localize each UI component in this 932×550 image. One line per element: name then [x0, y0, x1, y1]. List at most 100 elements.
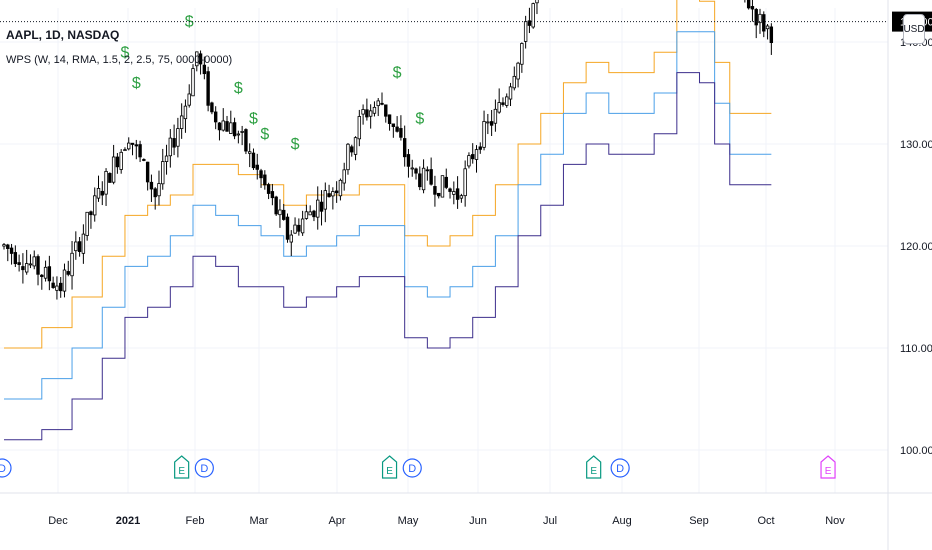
candle-body — [520, 43, 524, 65]
candle-body — [145, 161, 150, 183]
candle-body — [195, 51, 199, 67]
dollar-signal-marker: $ — [260, 126, 269, 143]
earnings-marker-label: E — [590, 466, 597, 477]
earnings-marker — [174, 455, 190, 479]
x-tick-label: Jun — [469, 515, 487, 527]
candle-body — [77, 241, 82, 252]
candle-body — [51, 282, 55, 288]
candle-body — [452, 191, 456, 195]
candle-body — [338, 179, 343, 197]
candle-body — [750, 6, 755, 10]
candle-body — [308, 211, 312, 216]
candle-body — [96, 188, 101, 199]
candle-body — [489, 121, 494, 126]
candle-body — [104, 171, 108, 195]
candle-body — [300, 218, 305, 234]
y-tick-label: 120.00 — [900, 241, 932, 253]
dollar-signal-marker: $ — [185, 14, 194, 31]
candle-body — [471, 154, 475, 160]
candle-body — [467, 155, 471, 167]
x-tick-label: Dec — [48, 515, 68, 527]
dividend-marker — [402, 458, 422, 478]
candle-body — [127, 142, 131, 150]
candle-body — [361, 109, 365, 115]
y-tick-label: 110.00 — [900, 343, 932, 355]
candle-body — [85, 211, 89, 236]
y-tick-label: 130.00 — [900, 139, 932, 151]
candle-body — [758, 13, 762, 24]
candle-body — [282, 209, 286, 220]
candle-body — [36, 256, 40, 275]
candle-body — [149, 181, 154, 190]
candle-body — [754, 9, 758, 26]
dividend-marker — [194, 458, 214, 478]
dividend-marker-label: D — [200, 463, 208, 475]
candle-body — [70, 252, 74, 277]
candle-body — [89, 211, 93, 216]
x-tick-label: Aug — [612, 515, 632, 527]
candle-body — [111, 156, 116, 183]
candle-body — [43, 266, 48, 279]
band-orange-line — [4, 0, 772, 349]
indicator-legend[interactable]: WPS (W, 14, RMA, 1.5, 2, 2.5, 75, 0000-0… — [6, 54, 233, 66]
x-tick-label: May — [398, 515, 419, 527]
candle-body — [425, 169, 430, 172]
candle-body — [353, 137, 358, 155]
candle-body — [263, 174, 267, 186]
candle-body — [55, 285, 59, 291]
candle-body — [357, 116, 362, 140]
earnings-marker-label: E — [178, 466, 185, 477]
candle-body — [433, 186, 437, 195]
band-blue-line — [4, 31, 772, 400]
candle-body — [505, 96, 509, 106]
candle-body — [266, 184, 271, 194]
candle-body — [28, 263, 33, 266]
candle-body — [512, 75, 516, 89]
candle-body — [323, 190, 327, 210]
dollar-signal-marker: $ — [249, 111, 258, 128]
candle-body — [421, 167, 426, 191]
candle-body — [535, 0, 539, 4]
candle-body — [240, 130, 244, 133]
candle-body — [251, 152, 256, 169]
candle-body — [225, 121, 229, 132]
candle-body — [236, 133, 241, 136]
candle-body — [244, 129, 248, 152]
candle-body — [108, 173, 112, 183]
candle-body — [440, 175, 445, 198]
candle-body — [482, 121, 486, 148]
symbol-title: AAPL, 1D, NASDAQ — [6, 28, 120, 42]
dollar-signal-marker: $ — [291, 136, 300, 153]
candle-body — [391, 123, 396, 127]
candle-body — [164, 155, 169, 162]
candle-body — [406, 154, 411, 167]
candle-body — [297, 224, 301, 232]
candle-body — [221, 120, 225, 131]
dollar-signal-marker: $ — [121, 44, 130, 61]
candle-body — [161, 161, 165, 185]
candle-body — [410, 167, 414, 170]
x-tick-label: Sep — [689, 515, 709, 527]
candle-body — [531, 3, 535, 28]
candle-body — [414, 168, 418, 174]
candle-body — [312, 210, 316, 218]
candle-body — [516, 62, 520, 80]
candle-body — [6, 244, 10, 249]
candle-body — [138, 144, 142, 158]
candle-body — [198, 53, 203, 65]
candle-body — [9, 247, 14, 254]
candle-body — [32, 256, 36, 267]
candle-body — [346, 143, 350, 171]
candle-body — [191, 68, 195, 97]
candle-body — [501, 102, 505, 105]
currency-button[interactable]: USD — [903, 14, 925, 44]
candle-body — [17, 262, 21, 265]
candle-body — [206, 71, 210, 106]
candle-body — [270, 191, 275, 199]
candle-body — [459, 195, 464, 199]
x-tick-label: Mar — [250, 515, 269, 527]
candle-body — [187, 93, 191, 106]
candle-body — [493, 108, 498, 124]
x-tick-label: Feb — [186, 515, 205, 527]
